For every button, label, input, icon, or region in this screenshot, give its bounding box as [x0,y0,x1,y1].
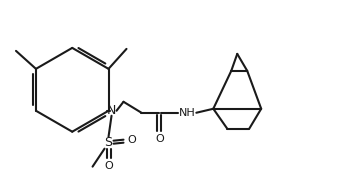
Text: S: S [104,136,112,149]
Text: O: O [127,135,136,145]
Text: O: O [104,161,113,171]
Text: N: N [107,104,116,117]
Text: O: O [155,134,164,144]
Text: NH: NH [179,108,196,118]
